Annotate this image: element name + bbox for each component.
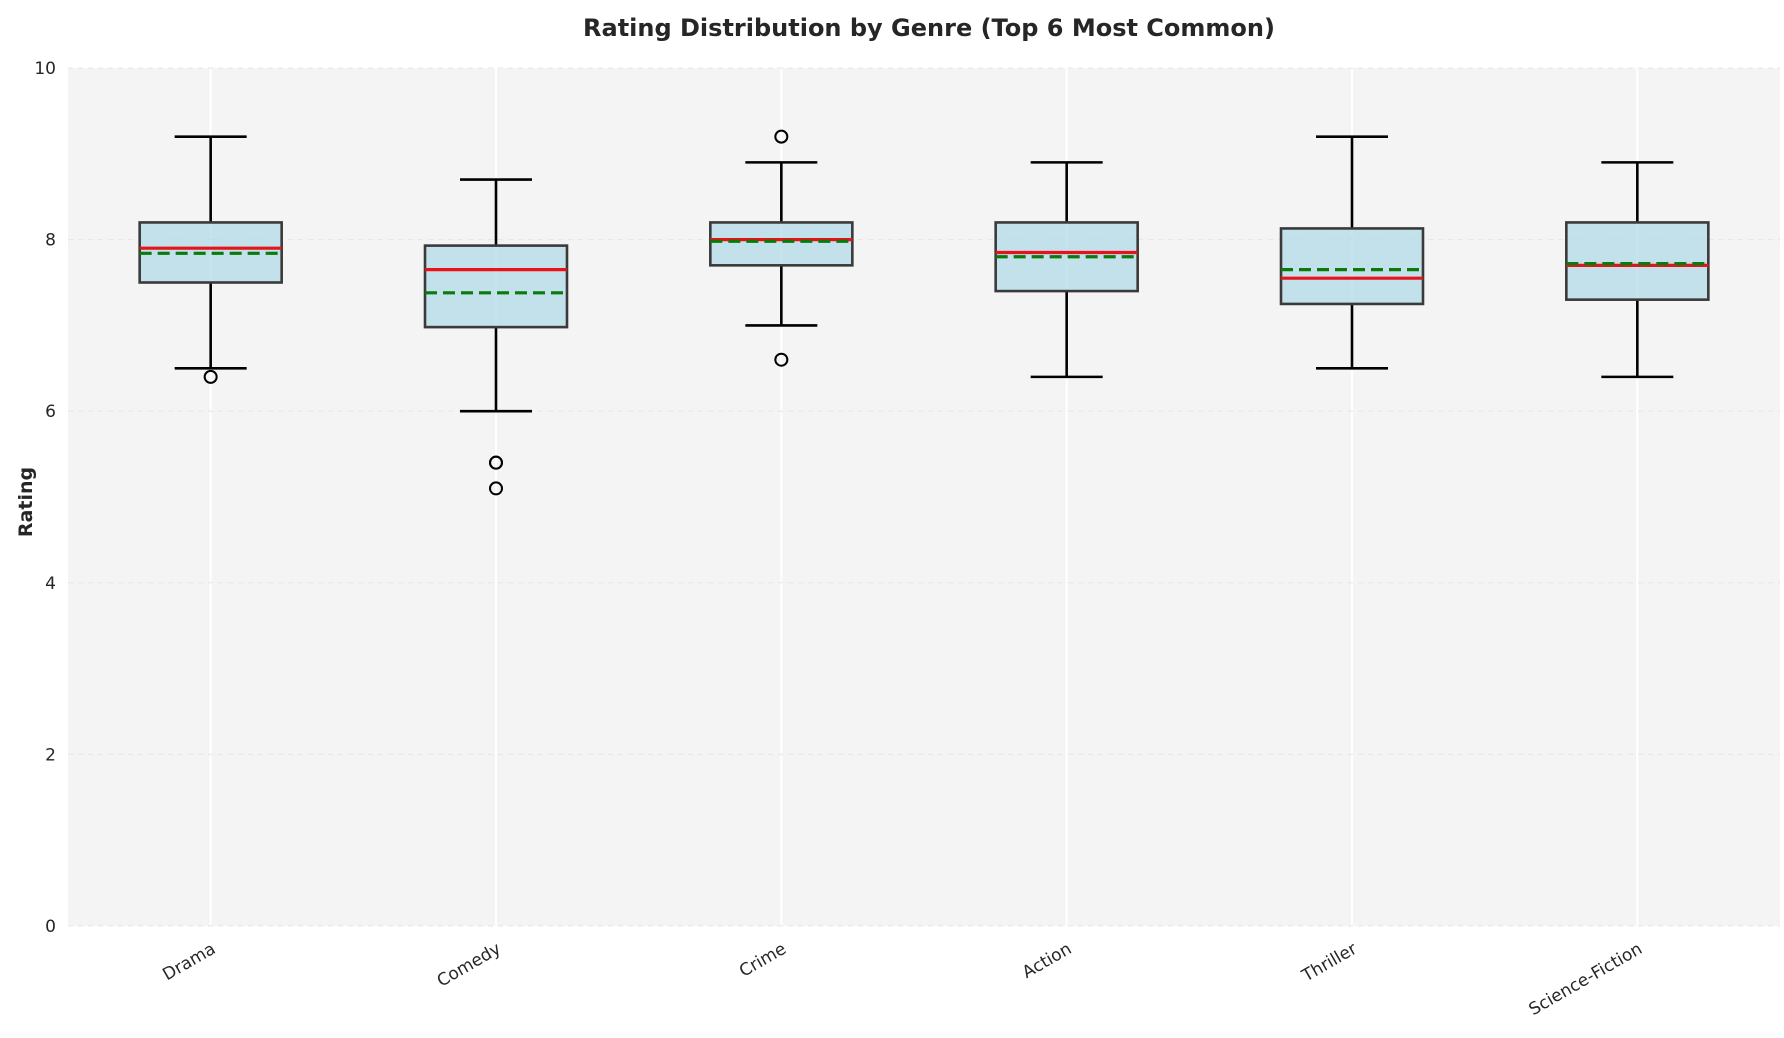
y-axis-label: Rating [15, 467, 37, 537]
outlier-point [774, 352, 789, 367]
y-tick-label: 2 [45, 745, 56, 765]
box-group-thriller [1279, 135, 1425, 370]
box-group-science-fiction [1565, 161, 1710, 379]
y-tick-label: 4 [45, 574, 56, 594]
box-iqr [1565, 221, 1710, 301]
box-group-crime [709, 129, 854, 367]
box-iqr [709, 221, 854, 267]
box-group-comedy [423, 178, 569, 496]
outlier-point [489, 455, 503, 470]
box-group-drama [138, 135, 283, 384]
outlier-point [774, 129, 789, 144]
plot-area [68, 68, 1780, 926]
y-tick-label: 8 [45, 231, 56, 251]
box-iqr [1279, 227, 1425, 306]
y-tick-label: 0 [45, 917, 56, 937]
box-iqr [423, 244, 569, 329]
outlier-point [203, 369, 218, 384]
outlier-point [489, 481, 503, 496]
box-group-action [994, 161, 1139, 379]
y-tick-label: 6 [45, 402, 56, 422]
chart-title: Rating Distribution by Genre (Top 6 Most… [583, 14, 1275, 42]
y-tick-label: 10 [34, 59, 56, 79]
